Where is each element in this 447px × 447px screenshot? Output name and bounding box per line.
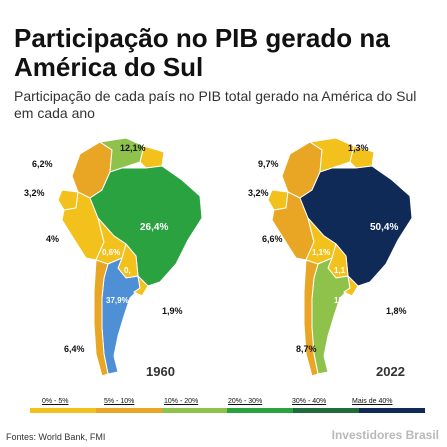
chile-region bbox=[303, 259, 319, 377]
chile-region bbox=[93, 259, 109, 377]
legend-swatch-1 bbox=[95, 408, 162, 413]
label-brazil: 50,4% bbox=[370, 222, 399, 233]
label-venezuela: 12,1% bbox=[120, 143, 146, 153]
label-bolivia: 0,6% bbox=[102, 248, 121, 257]
page-title: Participação no PIB gerado na América do… bbox=[14, 23, 390, 82]
legend-labels: 0% - 5% 5% - 10% 10% - 20% 20% - 30% 30%… bbox=[30, 398, 425, 408]
legend-label-3: 20% - 30% bbox=[228, 398, 263, 405]
label-bolivia: 1,1% bbox=[312, 248, 331, 257]
label-chile: 8,7% bbox=[296, 344, 317, 354]
brand-watermark: Investidores Brasil bbox=[331, 428, 439, 442]
uruguay-region bbox=[133, 274, 149, 297]
legend-label-0: 0% - 5% bbox=[42, 398, 69, 405]
legend-label-4: 30% - 40% bbox=[292, 398, 327, 405]
label-colombia: 6,2% bbox=[32, 159, 53, 169]
ecuador-region bbox=[267, 189, 289, 211]
legend-label-5: Mais de 40% bbox=[352, 398, 393, 405]
legend-color-bar bbox=[30, 408, 425, 413]
label-chile: 6,4% bbox=[64, 344, 85, 354]
label-ecuador: 3,2% bbox=[248, 188, 269, 198]
label-peru: 4% bbox=[46, 234, 60, 244]
label-colombia: 9,7% bbox=[258, 159, 279, 169]
year-label-1960: 1960 bbox=[146, 364, 175, 379]
legend-swatch-2 bbox=[161, 408, 228, 413]
uruguay-region bbox=[343, 274, 359, 297]
label-ecuador: 3,2% bbox=[24, 188, 45, 198]
label-argentina: 15,5% bbox=[334, 296, 357, 305]
venezuela-region bbox=[308, 137, 355, 173]
legend-swatch-0 bbox=[30, 408, 96, 413]
label-brazil: 26,4% bbox=[140, 222, 169, 233]
guianas-region bbox=[139, 145, 165, 169]
label-uruguay: 1,9% bbox=[162, 306, 183, 316]
label-paraguay: 0, bbox=[124, 266, 131, 275]
source-note: Fontes: World Bank, FMI bbox=[6, 432, 106, 442]
year-label-2022: 2022 bbox=[376, 364, 405, 379]
venezuela-region bbox=[98, 137, 145, 173]
label-venezuela: 1,3% bbox=[348, 143, 369, 153]
legend-label-1: 5% - 10% bbox=[104, 398, 135, 405]
south-america-map-1960 bbox=[57, 137, 203, 377]
legend-swatch-4 bbox=[293, 408, 360, 413]
map-2022: 1,3% 9,7% 3,2% 6,6% 50,4% 1,1% 1,1 15,5%… bbox=[224, 132, 424, 382]
page-subtitle: Participação de cada país no PIB total g… bbox=[14, 88, 417, 121]
legend-swatch-3 bbox=[227, 408, 294, 413]
map-1960: 12,1% 6,2% 3,2% 4% 26,4% 0,6% 0, 37,9% 1… bbox=[14, 132, 214, 382]
ecuador-region bbox=[57, 189, 79, 211]
label-paraguay: 1,1 bbox=[334, 266, 346, 275]
label-argentina: 37,9% bbox=[106, 296, 129, 305]
south-america-map-2022 bbox=[267, 137, 413, 377]
legend-label-2: 10% - 20% bbox=[164, 398, 199, 405]
legend-swatch-5 bbox=[359, 408, 425, 413]
guianas-region bbox=[349, 145, 375, 169]
label-peru: 6,6% bbox=[262, 234, 283, 244]
label-uruguay: 1,8% bbox=[386, 306, 407, 316]
